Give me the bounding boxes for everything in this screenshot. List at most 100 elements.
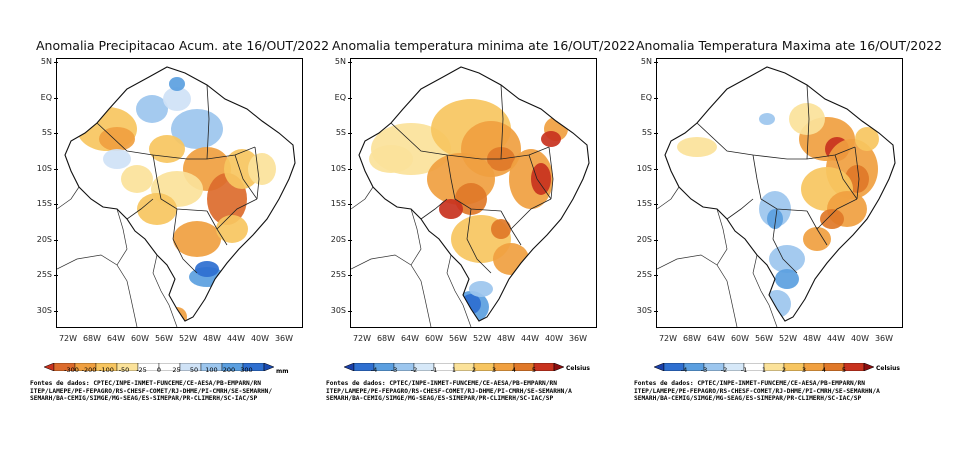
- country-border: [716, 208, 728, 266]
- longitude-label: 60W: [730, 334, 750, 343]
- anomaly-shading: [855, 127, 879, 151]
- colorbar-label: -2: [720, 366, 728, 374]
- state-border: [216, 198, 258, 230]
- state-border: [420, 198, 448, 220]
- latitude-label: 5N: [334, 57, 346, 66]
- latitude-tick: [654, 62, 658, 63]
- state-border: [834, 154, 858, 200]
- latitude-tick: [54, 239, 58, 241]
- anomaly-shading: [531, 163, 551, 195]
- longitude-label: 68W: [376, 334, 396, 343]
- anomaly-shading: [169, 77, 185, 91]
- colorbar-label: -4: [370, 366, 378, 374]
- longitude-label: 36W: [568, 334, 588, 343]
- country-border: [116, 208, 128, 266]
- latitude-label: 10S: [36, 163, 52, 173]
- colorbar-unit: Celsius: [876, 365, 900, 372]
- data-sources-text: Fontes de dados: CPTEC/INPE-INMET-FUNCEM…: [30, 380, 273, 402]
- country-border: [657, 186, 680, 210]
- latitude-tick: [348, 168, 352, 170]
- anomaly-shading: [803, 227, 831, 251]
- latitude-label: 5S: [335, 128, 346, 137]
- latitude-tick: [348, 204, 352, 205]
- colorbar-label: 0: [156, 366, 162, 374]
- longitude-label: 44W: [826, 334, 846, 343]
- state-border: [390, 122, 482, 160]
- latitude-label: 20S: [636, 234, 652, 244]
- panel-title: Anomalia Temperatura Maxima ate 16/OUT/2…: [636, 38, 943, 53]
- latitude-tick: [54, 97, 58, 99]
- latitude-label: 15S: [636, 199, 652, 208]
- colorbar-label: -1: [740, 366, 748, 374]
- latitude-label: EQ: [334, 92, 346, 102]
- country-border: [57, 254, 138, 327]
- anomaly-shading: [103, 149, 131, 169]
- anomaly-shading: [99, 127, 135, 151]
- anomaly-shading: [491, 219, 511, 239]
- state-border: [172, 208, 198, 274]
- longitude-label: 36W: [274, 334, 294, 343]
- state-border: [446, 154, 502, 212]
- latitude-tick: [54, 133, 58, 134]
- latitude-tick: [654, 204, 658, 205]
- longitude-label: 72W: [658, 334, 678, 343]
- map-canvas: [657, 66, 896, 327]
- longitude-label: 56W: [448, 334, 468, 343]
- colorbar-label: 2: [471, 366, 477, 374]
- max-temperature-colorbar: [653, 356, 894, 372]
- data-sources-text: Fontes de dados: CPTEC/INPE-INMET-FUNCEM…: [326, 380, 572, 402]
- longitude-label: 44W: [226, 334, 246, 343]
- anomaly-shading: [541, 131, 561, 147]
- latitude-label: 10S: [636, 163, 652, 173]
- panel-title: Anomalia temperatura minima ate 16/OUT/2…: [332, 38, 636, 53]
- anomaly-shading: [455, 183, 487, 215]
- latitude-tick: [348, 133, 352, 134]
- country-border: [351, 186, 374, 210]
- colorbar-segment: [43, 362, 55, 372]
- anomaly-shading: [137, 193, 177, 225]
- longitude-label: 56W: [154, 334, 174, 343]
- colorbar-label: 5: [531, 366, 537, 374]
- longitude-label: 36W: [874, 334, 894, 343]
- longitude-label: 56W: [754, 334, 774, 343]
- latitude-label: EQ: [640, 92, 652, 102]
- latitude-tick: [54, 168, 58, 170]
- colorbar-segment: [653, 362, 665, 372]
- anomaly-shading: [121, 165, 153, 193]
- country-border: [657, 254, 738, 327]
- colorbar-unit: Celsius: [566, 365, 590, 372]
- state-border: [854, 146, 860, 200]
- top-strip: [0, 0, 962, 6]
- longitude-label: 52W: [778, 334, 798, 343]
- precipitation-colorbar: [43, 356, 294, 372]
- state-border: [548, 146, 554, 200]
- anomaly-shading: [789, 103, 825, 135]
- brazil-outline: [664, 66, 896, 322]
- latitude-tick: [54, 62, 58, 63]
- anomaly-shading: [248, 153, 276, 185]
- colorbar-segment: [553, 362, 565, 372]
- min-temperature-map: [350, 58, 597, 328]
- latitude-tick: [54, 310, 58, 312]
- colorbar-label: 3: [801, 366, 807, 374]
- latitude-label: 30S: [636, 305, 652, 315]
- brazil-outline: [64, 66, 296, 322]
- colorbar-label: -3: [390, 366, 398, 374]
- anomaly-shading: [224, 149, 260, 189]
- colorbar-segment: [343, 362, 355, 372]
- latitude-label: EQ: [40, 92, 52, 102]
- colorbar-label: 100: [205, 366, 218, 374]
- longitude-label: 64W: [706, 334, 726, 343]
- longitude-label: 48W: [496, 334, 516, 343]
- anomaly-shading: [163, 87, 191, 111]
- latitude-tick: [54, 204, 58, 205]
- state-border: [466, 208, 492, 274]
- latitude-tick: [654, 97, 658, 99]
- state-border: [481, 146, 550, 160]
- colorbar-graphic: [343, 362, 565, 372]
- state-border: [152, 154, 208, 212]
- latitude-tick: [654, 133, 658, 134]
- longitude-label: 60W: [424, 334, 444, 343]
- anomaly-shading: [195, 261, 219, 277]
- longitude-label: 48W: [202, 334, 222, 343]
